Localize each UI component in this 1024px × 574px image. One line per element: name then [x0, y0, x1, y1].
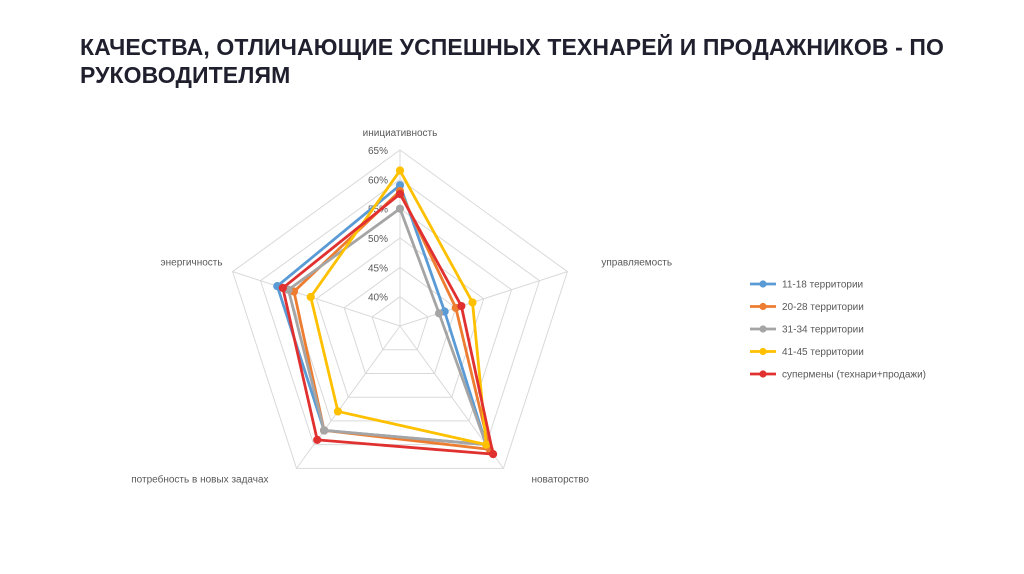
series-point	[320, 426, 329, 435]
series-line	[287, 207, 488, 447]
axis-label: потребность в новых задачах	[131, 473, 268, 485]
legend-swatch-marker	[759, 347, 767, 356]
series-point	[482, 440, 491, 449]
legend-item: 20-28 территории	[750, 302, 864, 313]
tick-label: 40%	[368, 293, 388, 304]
grid-spoke	[232, 271, 401, 327]
series-point	[457, 301, 466, 311]
radar-axis-labels: инициативность управляемость новаторство по…	[131, 128, 672, 485]
grid-ring	[343, 266, 457, 374]
axis-label: новаторство	[531, 474, 589, 485]
slide-title-line-2: РУКОВОДИТЕЛЯМ	[80, 62, 291, 88]
tick-label: 45%	[368, 263, 388, 274]
tick-label: 60%	[368, 175, 388, 186]
series-point	[395, 189, 405, 199]
tick-label: 65%	[368, 146, 388, 157]
axis-label: управляемость	[601, 258, 672, 269]
legend-label: супермены (технари+продажи)	[782, 370, 926, 381]
grid-ring	[259, 178, 541, 446]
legend-swatch-marker	[759, 280, 767, 288]
legend-item: 41-45 территории	[750, 347, 864, 358]
grid-ring	[315, 237, 485, 398]
series-point	[489, 450, 498, 459]
chart-legend: 11-18 территории 20-28 территории 31-34 те…	[750, 280, 926, 381]
series-point	[395, 166, 405, 175]
series-point	[278, 283, 287, 293]
legend-label: 11-18 территории	[782, 280, 863, 291]
legend-item: супермены (технари+продажи)	[750, 370, 926, 381]
series	[278, 189, 498, 459]
axis-label: инициативность	[363, 128, 438, 139]
legend-swatch-marker	[759, 370, 767, 378]
legend-item: 31-34 территории	[750, 325, 864, 336]
slide-title: КАЧЕСТВА, ОТЛИЧАЮЩИЕ УСПЕШНЫХ ТЕХНАРЕЙ И…	[80, 33, 980, 89]
series-point	[468, 298, 477, 307]
series	[306, 166, 491, 449]
legend-swatch-marker	[759, 302, 767, 311]
legend-swatch-marker	[759, 325, 767, 333]
grid-spoke	[296, 325, 401, 469]
legend-label: 20-28 территории	[782, 302, 864, 313]
series-line	[292, 189, 492, 451]
series-point	[313, 435, 322, 445]
series-point	[434, 309, 444, 318]
legend-label: 41-45 территории	[782, 347, 864, 358]
series-point	[306, 292, 315, 302]
grid-spoke	[399, 271, 568, 327]
series-line	[309, 169, 488, 447]
legend-label: 31-34 территории	[782, 325, 864, 336]
radar-series	[273, 166, 498, 459]
slide-title-line-1: КАЧЕСТВА, ОТЛИЧАЮЩИЕ УСПЕШНЫХ ТЕХНАРЕЙ И…	[80, 34, 944, 60]
grid-ring	[371, 296, 429, 351]
series-line	[281, 192, 495, 456]
series-point	[333, 407, 343, 416]
series-point	[395, 204, 405, 213]
axis-label: энергичность	[161, 258, 223, 269]
grid-ring	[232, 149, 568, 469]
tick-label: 50%	[368, 234, 388, 245]
legend-item: 11-18 территории	[750, 280, 863, 291]
